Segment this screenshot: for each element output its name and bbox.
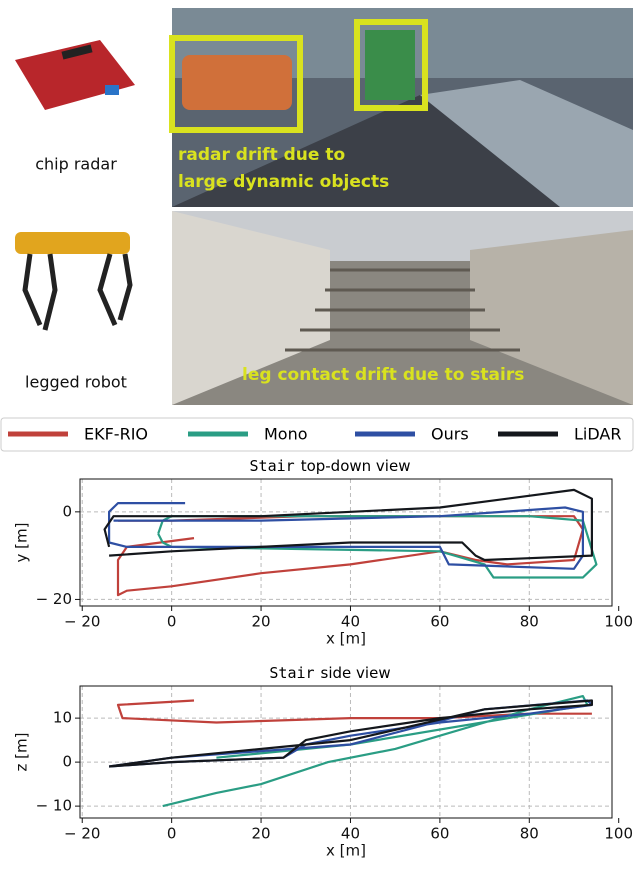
y-axis-label: y [m] [13, 523, 31, 563]
x-tick-label: 20 [252, 825, 271, 843]
y-tick-label: − 20 [36, 590, 72, 608]
plot-frame [79, 478, 613, 607]
y-tick-label: 0 [62, 502, 72, 520]
x-axis-label: x [m] [326, 630, 366, 648]
x-tick-label: 20 [252, 613, 271, 631]
y-tick-label: − 10 [36, 797, 72, 815]
chart-title-code: Stair [269, 664, 314, 682]
y-axis-label: z [m] [13, 733, 31, 772]
trajectory [162, 695, 589, 808]
x-tick-label: 60 [430, 613, 449, 631]
y-tick-label: 0 [62, 753, 72, 771]
x-tick-label: 40 [341, 613, 360, 631]
trajectory [103, 488, 593, 562]
trajectory [108, 502, 584, 570]
x-axis-label: x [m] [326, 842, 366, 860]
chart-title: Stair side view [269, 664, 390, 682]
plot-frame [79, 685, 613, 819]
stairs-photo [172, 211, 633, 405]
x-tick-label: 100 [604, 825, 633, 843]
sensor-label: legged robot [25, 373, 127, 392]
legend [0, 417, 634, 452]
trajectory [108, 699, 593, 768]
x-tick-label: 80 [520, 825, 539, 843]
caption: large dynamic objects [178, 172, 389, 192]
y-tick-label: 10 [53, 709, 72, 727]
caption: leg contact drift due to stairs [242, 365, 524, 385]
chart-title-text: side view [321, 664, 391, 682]
robot-icon [15, 232, 133, 331]
street-photo [169, 8, 633, 207]
chart-title: Stair top-down view [250, 457, 411, 475]
x-tick-label: 40 [341, 825, 360, 843]
x-tick-label: 0 [167, 825, 177, 843]
chart-title-code: Stair [250, 457, 295, 475]
x-tick-label: 0 [167, 613, 177, 631]
caption: radar drift due to [178, 145, 345, 165]
x-tick-label: − 20 [64, 825, 100, 843]
legend-label: Ours [431, 425, 469, 444]
legend-label: LiDAR [574, 425, 621, 444]
x-tick-label: − 20 [64, 613, 100, 631]
legend-label: EKF-RIO [84, 425, 148, 444]
x-tick-label: 80 [520, 613, 539, 631]
legend-label: Mono [264, 425, 308, 444]
x-tick-label: 100 [604, 613, 633, 631]
x-tick-label: 60 [430, 825, 449, 843]
sensor-label: chip radar [35, 155, 117, 174]
chart-title-text: top-down view [301, 457, 411, 475]
radar-icon [15, 40, 135, 110]
